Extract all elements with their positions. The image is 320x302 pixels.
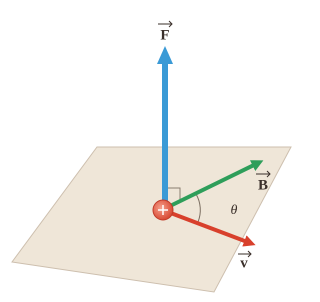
- vector-arrow: [158, 21, 172, 27]
- angle-label: θ: [231, 203, 238, 218]
- diagram: F B v θ: [0, 0, 294, 302]
- force-arrowhead: [157, 46, 173, 64]
- force-label: F: [160, 27, 169, 43]
- field-label: B: [258, 177, 268, 193]
- velocity-label: v: [240, 255, 248, 271]
